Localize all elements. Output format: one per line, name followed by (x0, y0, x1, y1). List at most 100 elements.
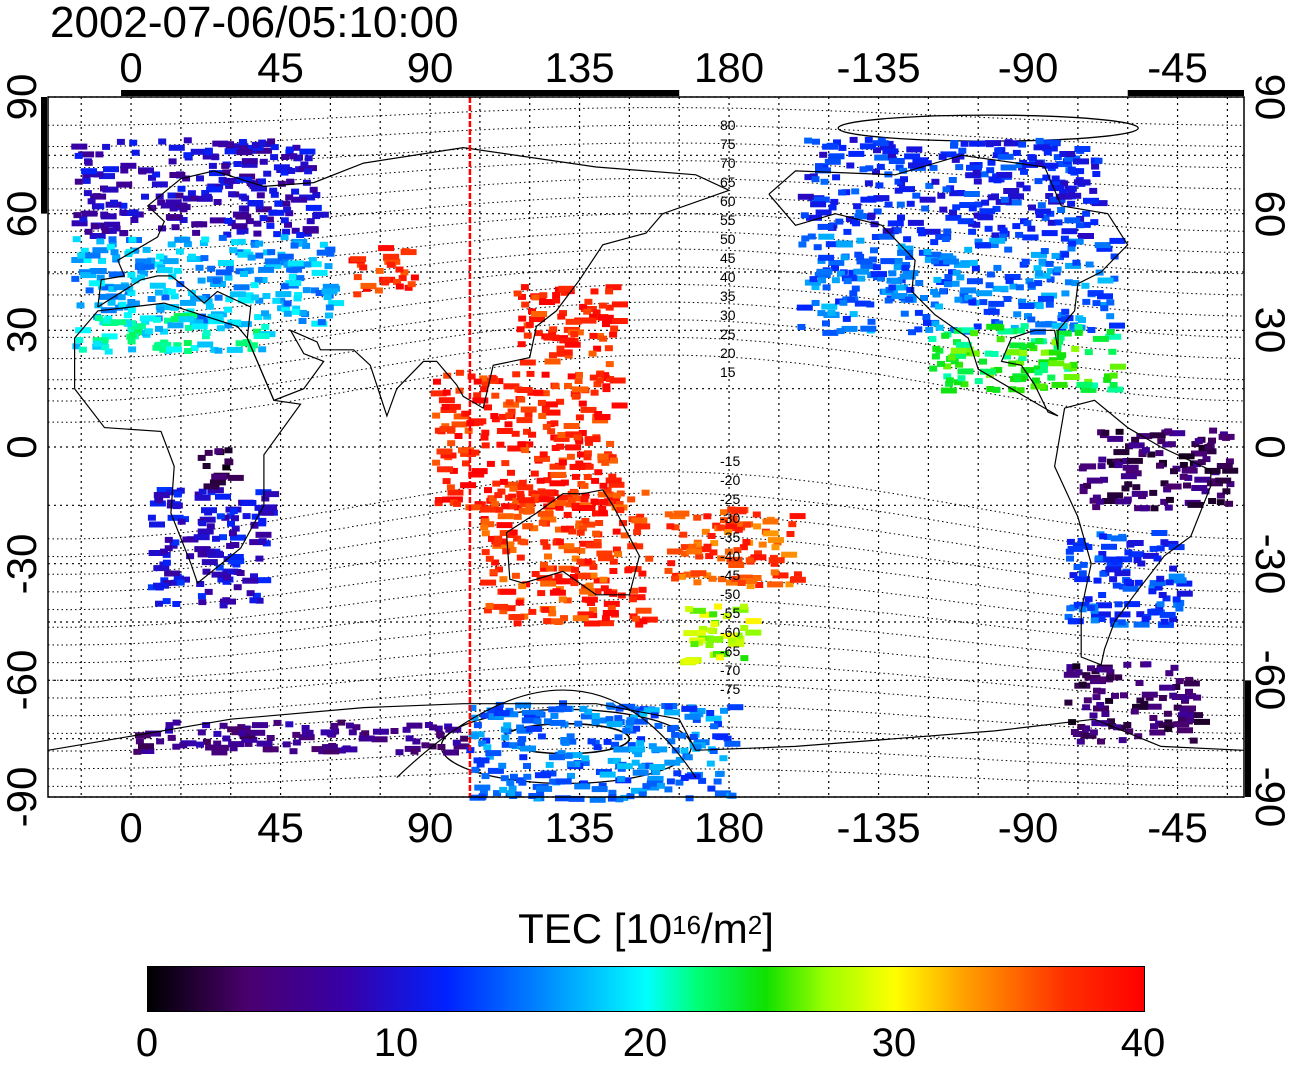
tec-point (826, 142, 835, 149)
tec-point (1089, 187, 1098, 194)
tec-point (918, 230, 927, 237)
tec-point (627, 543, 644, 550)
tec-point (828, 259, 845, 266)
tec-point (603, 487, 612, 494)
tec-point (259, 158, 268, 165)
tec-point (1067, 545, 1084, 552)
tec-point (558, 543, 575, 550)
tec-point (505, 399, 514, 406)
tec-point (555, 705, 572, 712)
tec-point (620, 532, 629, 539)
tec-point (444, 723, 453, 730)
tec-point (619, 520, 627, 527)
contour-label: -45 (720, 567, 740, 583)
tec-point (215, 269, 232, 276)
tec-point (238, 730, 247, 737)
tec-point (684, 773, 701, 780)
tec-point (102, 186, 119, 193)
tec-point (686, 548, 703, 555)
tec-point (1087, 605, 1096, 612)
tec-point (678, 732, 687, 739)
tec-point (1079, 561, 1088, 568)
tec-point (557, 313, 566, 320)
tec-point (579, 588, 596, 595)
tec-point (1121, 485, 1130, 492)
tec-point (1051, 175, 1060, 182)
tec-point (262, 746, 279, 753)
tec-point (1177, 712, 1194, 719)
tec-point (298, 165, 307, 172)
tec-point (197, 341, 214, 348)
tec-point (675, 756, 684, 763)
contour-label: -25 (720, 491, 740, 507)
tec-point (584, 708, 593, 715)
tec-point (836, 270, 845, 277)
tec-point (1202, 456, 1211, 463)
tec-point (103, 317, 111, 324)
tec-point (969, 140, 986, 147)
tec-point (538, 496, 555, 503)
tec-point (481, 773, 490, 780)
tec-point (729, 517, 738, 524)
tec-point (224, 217, 233, 224)
tec-point (1097, 293, 1113, 300)
tec-point (167, 288, 176, 295)
tec-point (1067, 245, 1076, 252)
tec-point (486, 460, 495, 467)
tec-point (697, 629, 706, 636)
tec-point (462, 460, 470, 467)
tec-point (516, 727, 533, 734)
tec-point (89, 233, 106, 239)
tec-point (872, 140, 889, 147)
tec-point (1080, 463, 1097, 470)
tec-point (572, 761, 581, 768)
tec-point (495, 566, 503, 573)
tec-point (599, 509, 608, 516)
tec-point (993, 264, 1002, 271)
tec-point (767, 537, 784, 544)
tec-point (851, 188, 860, 195)
tec-point (606, 500, 615, 507)
tec-point (693, 541, 702, 548)
tec-point (690, 641, 699, 648)
tec-point (499, 478, 508, 485)
tec-point (1137, 560, 1146, 567)
tec-point (171, 224, 180, 231)
tec-point (566, 752, 583, 759)
tec-point (1194, 718, 1210, 725)
tec-point (491, 416, 500, 423)
tec-point (856, 253, 865, 260)
tec-point (119, 209, 128, 216)
tec-point (1075, 222, 1084, 229)
tec-point (246, 180, 255, 186)
tec-point (1109, 576, 1118, 583)
tec-point (1105, 333, 1122, 340)
tec-point (817, 310, 826, 317)
tec-point (406, 722, 423, 729)
tec-point (283, 310, 292, 317)
tec-point (859, 143, 876, 150)
tec-point (671, 524, 680, 531)
tec-point (836, 241, 853, 248)
tec-point (169, 542, 178, 549)
tec-point (1168, 573, 1185, 580)
tec-point (739, 603, 748, 610)
tec-point (620, 794, 629, 801)
tec-point (848, 269, 857, 276)
tec-point (568, 528, 577, 535)
tec-point (930, 288, 939, 295)
tec-point (972, 221, 981, 228)
tec-point (442, 478, 451, 485)
tec-point (667, 560, 676, 567)
tec-point (1004, 246, 1013, 253)
tec-point (549, 326, 558, 333)
tec-point (82, 173, 91, 180)
tec-point (993, 177, 1002, 184)
tec-point (395, 283, 404, 290)
tec-point (553, 435, 570, 442)
tec-point (712, 733, 729, 740)
tec-point (533, 795, 542, 802)
contour-label: 70 (720, 155, 736, 171)
tec-point (78, 151, 95, 158)
contour-label: 80 (720, 117, 736, 133)
